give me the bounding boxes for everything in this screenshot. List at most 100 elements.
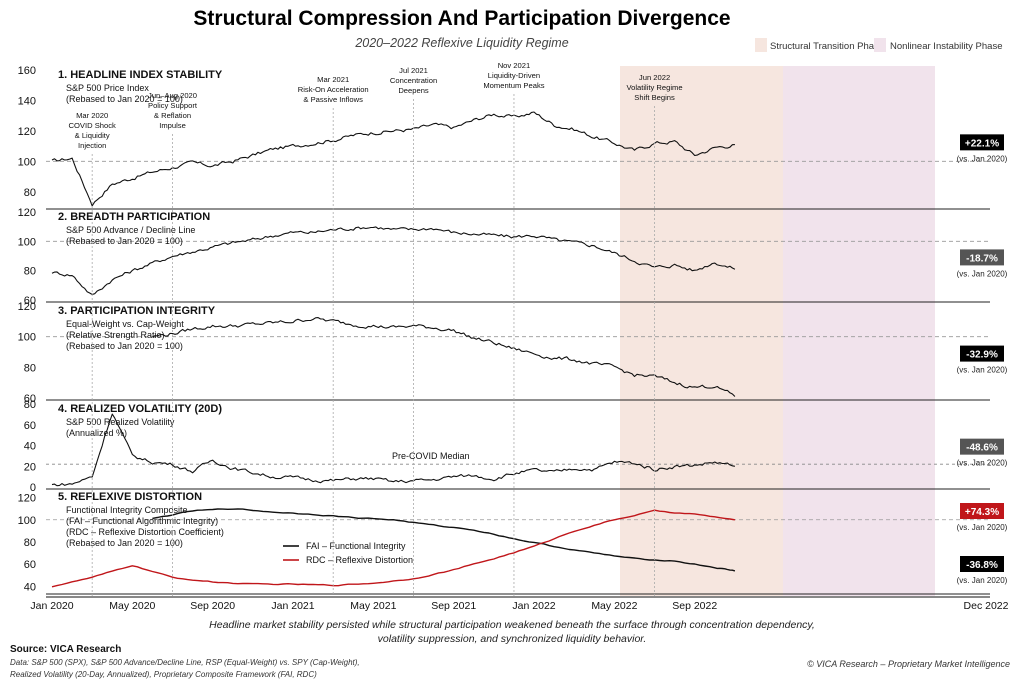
y-tick-label: 60 xyxy=(24,559,36,571)
y-tick-label: 80 xyxy=(24,362,36,374)
panel-title: 1. HEADLINE INDEX STABILITY xyxy=(58,69,223,81)
median-label: Pre-COVID Median xyxy=(392,451,470,461)
x-tick-label: Sep 2022 xyxy=(672,600,717,612)
copyright: © VICA Research – Proprietary Market Int… xyxy=(807,659,1010,669)
y-tick-label: 120 xyxy=(18,493,36,505)
panel-4: 80 60 40 20 0 4. REALIZED VOLATILITY (20D) S&P… xyxy=(24,399,1008,494)
y-tick-label: 0 xyxy=(30,482,36,494)
panel-subtitle-line: Equal-Weight vs. Cap-Weight xyxy=(66,319,184,329)
panel-title: 5. REFLEXIVE DISTORTION xyxy=(58,491,202,503)
x-tick-label: Sep 2020 xyxy=(190,600,235,612)
panel-title: 4. REALIZED VOLATILITY (20D) xyxy=(58,403,222,415)
series-legend-label: RDC – Reflexive Distortion xyxy=(306,555,413,565)
panel-title: 2. BREADTH PARTICIPATION xyxy=(58,211,210,223)
panel-subtitle-line: S&P 500 Realized Volatility xyxy=(66,417,175,427)
panel-subtitle-line: (FAI – Functional Algorithmic Integrity) xyxy=(66,516,218,526)
panel-1: 160 140 120 100 80 1. HEADLINE INDEX STABILIT… xyxy=(18,65,1008,210)
y-tick-label: 60 xyxy=(24,295,36,307)
annotation-line: & Reflation xyxy=(154,111,191,120)
badge-note: (vs. Jan 2020) xyxy=(957,269,1008,278)
annotation-line: Injection xyxy=(78,141,106,150)
series-line xyxy=(51,226,736,296)
panel-5: 120 100 80 60 40 5. REFLEXIVE DISTORTION Funct… xyxy=(18,491,1008,595)
x-tick-label: Jan 2020 xyxy=(30,600,73,612)
annotation-line: Volatility Regime xyxy=(626,83,682,92)
page-title: Structural Compression And Participation… xyxy=(193,7,730,30)
change-badge-label: -32.9% xyxy=(966,350,998,361)
annotation-line: Mar 2020 xyxy=(76,111,108,120)
phase-shading xyxy=(620,66,935,596)
y-tick-label: 80 xyxy=(24,266,36,278)
change-badge xyxy=(960,503,1004,519)
y-tick-label: 160 xyxy=(18,65,36,77)
structural-legend-swatch xyxy=(755,38,767,52)
panel-subtitle-line: (Annualized %) xyxy=(66,428,127,438)
panel-subtitle-line: (Rebased to Jan 2020 = 100) xyxy=(66,538,183,548)
y-tick-label: 100 xyxy=(18,156,36,168)
annotation-line: Risk-On Acceleration xyxy=(298,85,369,94)
caption-line-2: volatility suppression, and synchronized… xyxy=(378,633,647,645)
y-tick-label: 80 xyxy=(24,187,36,199)
y-tick-label: 140 xyxy=(18,95,36,107)
badge-note: (vs. Jan 2020) xyxy=(957,459,1008,468)
x-tick-label: Sep 2021 xyxy=(431,600,476,612)
annotation-line: Deepens xyxy=(398,86,429,95)
x-tick-label: May 2020 xyxy=(109,600,155,612)
change-badge xyxy=(960,556,1004,572)
annotation-line: Mar 2021 xyxy=(317,75,349,84)
annotation-line: Impulse xyxy=(159,121,186,130)
panel-subtitle-line: S&P 500 Price Index xyxy=(66,83,149,93)
annotation-line: Momentum Peaks xyxy=(483,81,544,90)
y-tick-label: 60 xyxy=(24,420,36,432)
change-badge-label: +22.1% xyxy=(965,138,999,149)
nonlinear-legend-label: Nonlinear Instability Phase xyxy=(890,41,1002,52)
structural-legend-label: Structural Transition Phase xyxy=(770,41,884,52)
x-tick-label: May 2021 xyxy=(350,600,396,612)
structural-phase-shade xyxy=(620,66,783,596)
panel-subtitle-line: (Rebased to Jan 2020 = 100) xyxy=(66,341,183,351)
y-tick-label: 100 xyxy=(18,332,36,344)
panel-subtitle-line: (Rebased to Jan 2020 = 100) xyxy=(66,236,183,246)
annotation-line: Jun 2022 xyxy=(639,73,670,82)
x-tick-label: Dec 2022 xyxy=(964,600,1009,612)
badge-note: (vs. Jan 2020) xyxy=(957,366,1008,375)
y-tick-label: 60 xyxy=(24,393,36,405)
panel-subtitle-line: (Rebased to Jan 2020 = 100) xyxy=(66,94,183,104)
y-tick-label: 120 xyxy=(18,301,36,313)
change-badge-label: +74.3% xyxy=(965,507,999,518)
page-subtitle: 2020–2022 Reflexive Liquidity Regime xyxy=(354,36,568,50)
nonlinear-legend-swatch xyxy=(874,38,886,52)
change-badge-label: -36.8% xyxy=(966,560,998,571)
x-tick-label: Jan 2021 xyxy=(271,600,314,612)
y-tick-label: 100 xyxy=(18,515,36,527)
series-line xyxy=(152,317,736,397)
data-line-2: Realized Volatility (20-Day, Annualized)… xyxy=(10,670,317,679)
change-badge-label: -48.6% xyxy=(966,443,998,454)
annotation-line: & Passive Inflows xyxy=(303,95,363,104)
badge-note: (vs. Jan 2020) xyxy=(957,576,1008,585)
data-line-1: Data: S&P 500 (SPX), S&P 500 Advance/Dec… xyxy=(10,658,360,667)
source-label: Source: VICA Research xyxy=(10,644,121,655)
series-line xyxy=(51,413,736,487)
annotation-line: & Liquidity xyxy=(75,131,110,140)
badge-note: (vs. Jan 2020) xyxy=(957,523,1008,532)
change-badge xyxy=(960,134,1004,151)
change-badge xyxy=(960,438,1004,455)
y-tick-label: 80 xyxy=(24,399,36,411)
panel-3: 120 100 80 60 3. PARTICIPATION INTEGRITY Equa… xyxy=(18,301,1008,405)
y-tick-label: 40 xyxy=(24,441,36,453)
nonlinear-phase-shade xyxy=(783,66,935,596)
annotation-line: Policy Support xyxy=(148,101,198,110)
y-tick-label: 80 xyxy=(24,537,36,549)
annotation-line: Concentration xyxy=(390,76,437,85)
series-line xyxy=(51,509,736,588)
y-tick-label: 120 xyxy=(18,207,36,219)
panel-subtitle-line: (RDC – Reflexive Distortion Coefficient) xyxy=(66,527,224,537)
series-legend-label: FAI – Functional Integrity xyxy=(306,541,406,551)
panel-subtitle-line: Functional Integrity Composite xyxy=(66,505,188,515)
